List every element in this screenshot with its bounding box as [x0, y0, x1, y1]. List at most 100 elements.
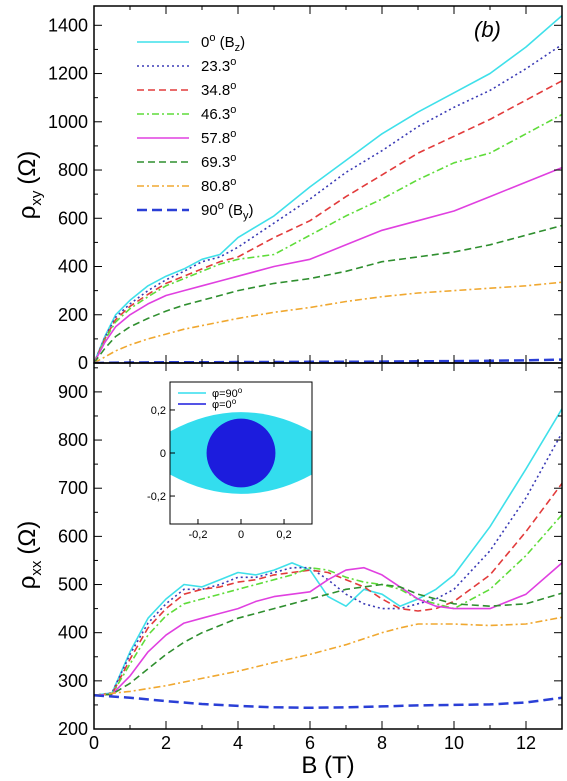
inset-y-tick-label-0: -0,2	[147, 491, 166, 503]
bottom-panel: 0 2 4 6 8 10 12 200 300 400 500 600 700 800 900 ρxx (Ω)…	[14, 362, 563, 779]
legend-degree-2: o	[230, 80, 236, 92]
legend-value-1: 23.3	[201, 58, 230, 75]
x-tick-label-2: 2	[161, 733, 171, 753]
legend-suffix-sub-0: z	[235, 42, 241, 54]
bottom-y-tick-label-500: 500	[58, 575, 88, 595]
bottom-y-label-sub: xx	[28, 560, 45, 576]
legend-degree-6: o	[230, 176, 236, 188]
legend-degree-4: o	[230, 128, 236, 140]
inset-ticks-group: -0,2 0 0,2 -0,2 0 0,2	[147, 405, 292, 541]
legend-suffix-7: (B	[224, 202, 243, 219]
inset-shapes-group	[170, 412, 312, 494]
bottom-ticks-group: 0 2 4 6 8 10 12 200 300 400 500 600 700 800 900	[58, 363, 563, 753]
legend-label-3: 46.3o	[201, 104, 236, 123]
inset-x-tick-label-2: 0,2	[276, 529, 291, 541]
top-y-tick-label-200: 200	[58, 305, 88, 325]
bottom-series-line-0	[94, 408, 562, 697]
top-series-line-2	[94, 80, 562, 363]
legend-label-0: 0o (Bz)	[201, 32, 245, 54]
bottom-y-tick-label-200: 200	[58, 719, 88, 739]
top-y-tick-label-1200: 1200	[48, 64, 88, 84]
legend-degree-1: o	[230, 56, 236, 68]
bottom-plot-frame	[93, 362, 563, 730]
legend-value-4: 57.8	[201, 130, 230, 147]
inset-legend-degree-1: o	[232, 397, 237, 406]
top-series-line-3	[94, 113, 562, 363]
bottom-series-group	[94, 408, 562, 710]
top-y-tick-label-400: 400	[58, 257, 88, 277]
legend-value-7: 90	[201, 202, 218, 219]
inset-legend-degree-0: o	[238, 386, 243, 395]
legend: 0o (Bz)23.3o34.8o46.3o57.8o69.3o80.8o90o…	[137, 32, 253, 222]
inset-legend-label-0: φ=90o	[212, 386, 243, 400]
x-axis-label: B (T)	[301, 752, 354, 779]
top-series-line-5	[94, 224, 562, 363]
top-series-line-0	[94, 14, 562, 363]
top-ticks-group: 0 200 400 600 800 1000 1200 1400	[48, 6, 563, 373]
bottom-y-axis-label: ρxx (Ω)	[14, 521, 45, 590]
legend-label-6: 80.8o	[201, 176, 236, 195]
x-tick-label-8: 8	[377, 733, 387, 753]
top-y-tick-label-1000: 1000	[48, 112, 88, 132]
top-y-tick-label-600: 600	[58, 208, 88, 228]
legend-degree-7: o	[218, 200, 224, 212]
x-tick-label-6: 6	[305, 733, 315, 753]
top-series-line-6	[94, 281, 562, 363]
panel-tag: (b)	[474, 17, 501, 42]
legend-degree-5: o	[230, 152, 236, 164]
legend-suffix-sub-7: y	[243, 210, 249, 222]
x-tick-label-12: 12	[516, 733, 536, 753]
legend-label-4: 57.8o	[201, 128, 236, 147]
bottom-y-tick-label-400: 400	[58, 623, 88, 643]
inset-shape-1	[206, 418, 276, 488]
top-y-tick-label-0: 0	[78, 353, 88, 373]
inset-y-tick-label-2: 0,2	[151, 405, 166, 417]
legend-degree-0: o	[209, 32, 215, 44]
bottom-y-tick-label-600: 600	[58, 526, 88, 546]
top-series-group	[94, 14, 562, 363]
bottom-y-label-main: ρ	[14, 576, 41, 590]
inset-legend-value-1: φ=0	[212, 399, 232, 411]
inset-legend-label-1: φ=0o	[212, 397, 237, 411]
bottom-series-line-4	[94, 562, 562, 697]
bottom-series-line-1	[94, 432, 562, 697]
legend-suffix-end-7: )	[248, 202, 253, 219]
top-y-axis-label: ρxy (Ω)	[14, 151, 45, 220]
inset-legend-value-0: φ=90	[212, 388, 238, 400]
legend-label-5: 69.3o	[201, 152, 236, 171]
inset-y-tick-label-1: 0	[160, 448, 166, 460]
inset-x-tick-label-1: 0	[238, 529, 244, 541]
bottom-series-line-5	[94, 583, 562, 697]
bottom-y-tick-label-700: 700	[58, 478, 88, 498]
legend-value-5: 69.3	[201, 154, 230, 171]
legend-label-7: 90o (By)	[201, 200, 253, 222]
top-y-label-main: ρ	[14, 206, 41, 220]
bottom-series-line-3	[94, 514, 562, 697]
top-series-line-4	[94, 166, 562, 363]
legend-value-2: 34.8	[201, 82, 230, 99]
bottom-series-line-7	[94, 694, 562, 710]
top-y-label-unit: (Ω)	[14, 151, 41, 185]
legend-value-0: 0	[201, 34, 209, 51]
bottom-y-label-unit: (Ω)	[14, 521, 41, 555]
legend-value-3: 46.3	[201, 106, 230, 123]
bottom-y-tick-label-300: 300	[58, 671, 88, 691]
top-y-label-sub: xy	[28, 190, 45, 206]
top-y-tick-label-1400: 1400	[48, 15, 88, 35]
inset-x-tick-label-0: -0,2	[188, 529, 207, 541]
legend-suffix-end-0: )	[240, 34, 245, 51]
x-tick-label-4: 4	[233, 733, 243, 753]
x-tick-label-10: 10	[444, 733, 464, 753]
top-y-tick-label-800: 800	[58, 160, 88, 180]
bottom-y-tick-label-900: 900	[58, 382, 88, 402]
x-tick-label-0: 0	[89, 733, 99, 753]
top-series-line-1	[94, 43, 562, 363]
legend-suffix-0: (B	[215, 34, 234, 51]
legend-degree-3: o	[230, 104, 236, 116]
legend-value-6: 80.8	[201, 178, 230, 195]
legend-label-2: 34.8o	[201, 80, 236, 99]
bottom-y-tick-label-800: 800	[58, 430, 88, 450]
